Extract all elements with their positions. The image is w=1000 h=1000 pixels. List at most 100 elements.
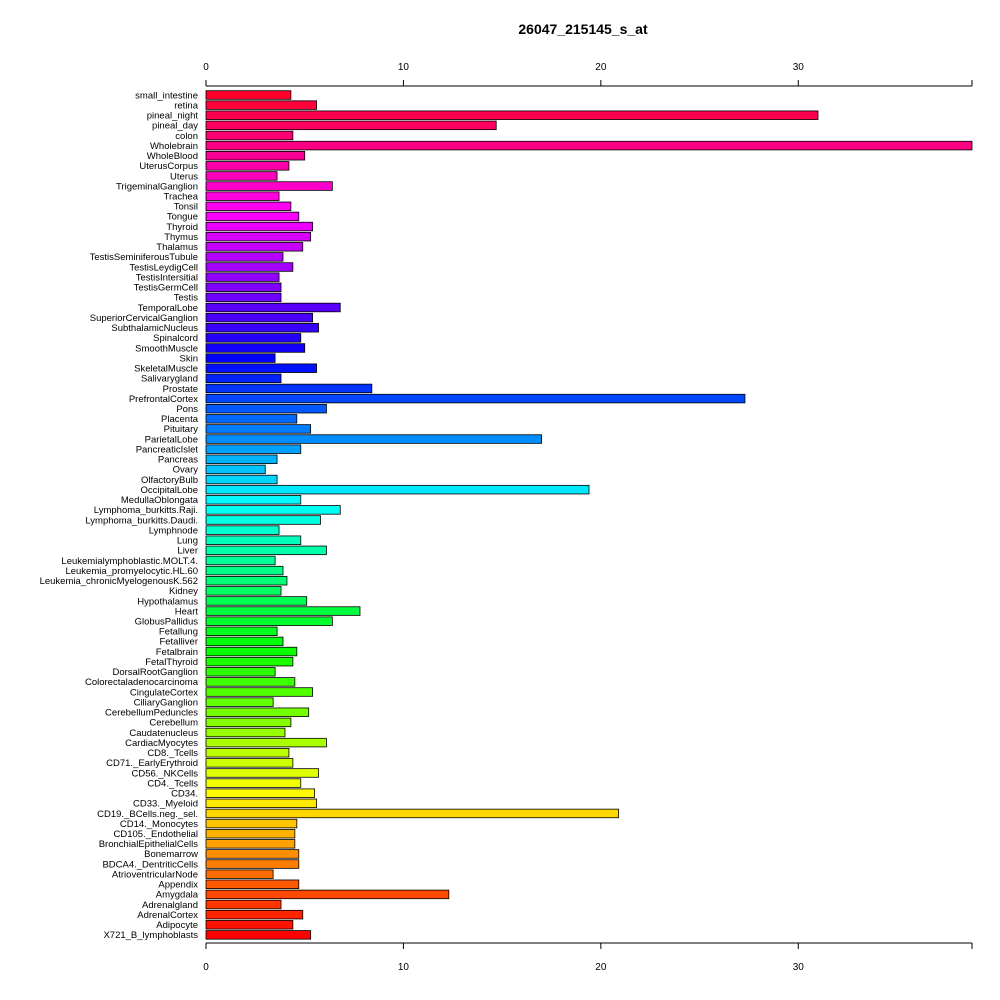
tick-label: 10 (398, 62, 410, 73)
category-label: AdrenalCortex (137, 910, 198, 921)
category-label: Prostate (163, 384, 198, 395)
category-label: Caudatenucleus (129, 728, 198, 739)
category-label: WholeBlood (147, 151, 198, 162)
bar-Thalamus (205, 242, 304, 252)
bar-Pituitary (205, 424, 312, 434)
bar-Fetallung (205, 626, 278, 637)
category-label: Colorectaladenocarcinoma (85, 677, 199, 688)
bar-CerebellumPeduncles (205, 707, 310, 717)
category-labels: small_intestineretinapineal_nightpineal_… (40, 90, 199, 941)
bar-colon (205, 130, 294, 141)
category-label: Wholebrain (150, 141, 198, 152)
bar-Pons (205, 403, 327, 414)
category-label: OlfactoryBulb (141, 475, 198, 486)
category-label: Tongue (167, 212, 198, 223)
bar-SubthalamicNucleus (205, 323, 319, 333)
category-label: CiliaryGanglion (134, 697, 198, 708)
category-label: SmoothMuscle (135, 343, 198, 354)
category-label: CD71._EarlyErythroid (106, 758, 198, 769)
category-label: Adipocyte (156, 920, 198, 931)
bar-Tonsil (205, 201, 292, 212)
category-label: MedullaOblongata (121, 495, 199, 506)
category-label: CardiacMyocytes (125, 738, 198, 749)
category-label: Uterus (170, 171, 198, 182)
bar-CiliaryGanglion (205, 697, 274, 707)
bar-Thyroid (205, 221, 314, 232)
category-label: CD8._Tcells (147, 748, 198, 759)
bar-Trachea (205, 191, 280, 201)
bar-MedullaOblongata (205, 495, 302, 505)
bar-small_intestine (205, 90, 292, 100)
bar-OlfactoryBulb (205, 474, 278, 485)
category-label: CD105._Endothelial (113, 829, 198, 840)
bar-TestisSeminiferousTubule (205, 252, 284, 262)
bar-Lymphoma_burkitts.Raji. (205, 505, 341, 515)
tick-label: 30 (793, 62, 805, 73)
bar-Pancreas (205, 454, 278, 464)
bar-pineal_day (205, 120, 497, 131)
category-label: Testis (174, 293, 199, 304)
category-label: ParietalLobe (145, 434, 198, 445)
category-label: Thalamus (156, 242, 198, 253)
bar-WholeBlood (205, 151, 306, 161)
bar-FetalThyroid (205, 656, 294, 667)
bars (205, 90, 973, 940)
category-label: AtrioventricularNode (112, 869, 198, 880)
chart-title: 26047_215145_s_at (518, 21, 648, 37)
bar-CD34. (205, 788, 315, 798)
bar-Testis (205, 292, 282, 303)
category-label: Kidney (169, 586, 198, 597)
bar-Colorectaladenocarcinoma (205, 677, 296, 687)
bar-TemporalLobe (205, 302, 341, 313)
category-label: pineal_night (147, 111, 199, 122)
bar-Caudatenucleus (205, 727, 286, 738)
category-label: Lymphoma_burkitts.Raji. (94, 505, 198, 516)
category-label: SubthalamicNucleus (111, 323, 198, 334)
bar-Amygdala (205, 889, 450, 900)
bar-retina (205, 100, 317, 110)
bar-Bonemarrow (205, 849, 300, 859)
bar-Lymphoma_burkitts.Daudi. (205, 515, 321, 525)
category-label: retina (174, 100, 198, 111)
bar-Placenta (205, 414, 298, 424)
category-label: Leukemia_promyelocytic.HL.60 (65, 566, 198, 577)
category-label: X721_B_lymphoblasts (103, 930, 198, 941)
bar-Wholebrain (205, 140, 973, 151)
bar-Adrenalgland (205, 899, 282, 910)
bar-Lymphnode (205, 525, 280, 535)
category-label: TestisLeydigCell (129, 262, 198, 273)
tick-label: 0 (203, 62, 209, 73)
category-label: TestisIntersitial (136, 272, 198, 283)
x-axis-bottom: 0 10 20 30 (203, 942, 973, 973)
bar-TrigeminalGanglion (205, 181, 333, 191)
bar-Uterus (205, 171, 278, 181)
bar-CD105._Endothelial (205, 828, 296, 839)
category-label: Lung (177, 536, 198, 547)
category-label: CD33._Myeloid (133, 799, 198, 810)
bar-SmoothMuscle (205, 343, 306, 353)
category-label: SkeletalMuscle (134, 364, 198, 375)
bar-pineal_night (205, 110, 819, 120)
tick-label: 0 (203, 962, 209, 973)
bar-Kidney (205, 586, 282, 596)
category-label: CD14._Monocytes (120, 819, 198, 830)
category-label: PancreaticIslet (136, 444, 199, 455)
category-label: DorsalRootGanglion (112, 667, 198, 678)
category-label: Bonemarrow (144, 849, 198, 860)
bar-Tongue (205, 211, 300, 222)
bar-CingulateCortex (205, 687, 314, 697)
category-label: FetalThyroid (145, 657, 198, 668)
bar-X721_B_lymphoblasts (205, 930, 312, 940)
bar-CD4._Tcells (205, 778, 302, 788)
bar-CD71._EarlyErythroid (205, 758, 294, 768)
bar-Prostate (205, 383, 373, 394)
bar-CD56._NKCells (205, 768, 319, 778)
category-label: Fetallung (159, 627, 198, 638)
bar-TestisLeydigCell (205, 262, 294, 272)
bar-Spinalcord (205, 333, 302, 343)
bar-CardiacMyocytes (205, 737, 327, 748)
bar-Lung (205, 535, 302, 545)
bar-CD8._Tcells (205, 748, 290, 758)
category-label: Hypothalamus (137, 596, 198, 607)
